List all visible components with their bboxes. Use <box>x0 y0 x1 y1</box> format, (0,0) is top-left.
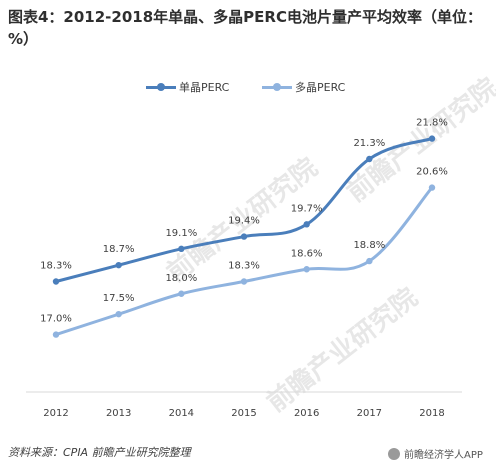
data-point <box>240 233 248 240</box>
x-tick-label: 2014 <box>169 408 194 419</box>
data-label: 18.0% <box>165 273 197 284</box>
data-point <box>178 290 185 297</box>
data-point <box>115 261 122 269</box>
data-point <box>115 310 122 318</box>
legend-item-mono: 单晶PERC <box>146 79 229 95</box>
data-label: 17.0% <box>40 314 72 325</box>
data-label: 18.8% <box>353 240 385 251</box>
brand-logo-icon <box>388 447 400 460</box>
data-point <box>52 331 60 338</box>
source-note: 资料来源：CPIA 前瞻产业研究院整理 <box>8 446 191 459</box>
legend-item-multi: 多晶PERC <box>262 79 345 95</box>
data-point <box>178 245 185 253</box>
data-point <box>303 221 310 228</box>
chart-title: 图表4：2012-2018年单晶、多晶PERC电池片量产平均效率（单位：%） <box>8 8 482 48</box>
data-label: 18.6% <box>291 248 323 259</box>
data-point <box>240 278 248 285</box>
data-point <box>366 155 373 163</box>
x-tick-label: 2015 <box>231 408 256 419</box>
data-label: 19.1% <box>165 228 197 239</box>
x-tick-label: 2017 <box>357 408 382 419</box>
brand-label: 前瞻经济学人APP <box>404 450 483 461</box>
data-label: 18.3% <box>40 261 72 272</box>
x-tick-label: 2016 <box>294 408 319 419</box>
legend-label-multi: 多晶PERC <box>295 81 346 94</box>
legend-label-mono: 单晶PERC <box>179 81 230 94</box>
x-tick-label: 2012 <box>43 408 68 419</box>
data-point <box>366 257 373 265</box>
legend-swatch-multi <box>262 82 292 92</box>
data-label: 19.4% <box>228 216 260 227</box>
data-point <box>303 266 310 273</box>
x-tick-label: 2013 <box>106 408 131 419</box>
data-label: 21.3% <box>353 138 385 149</box>
data-label: 19.7% <box>291 203 323 214</box>
data-point <box>428 135 436 142</box>
data-point <box>428 184 436 191</box>
data-label: 17.5% <box>103 293 135 304</box>
data-label: 21.8% <box>416 118 448 129</box>
data-label: 18.7% <box>103 244 135 255</box>
data-label: 20.6% <box>416 167 448 178</box>
legend-swatch-mono <box>146 82 176 92</box>
data-label: 18.3% <box>228 261 260 272</box>
x-tick-label: 2018 <box>419 408 444 419</box>
brand-badge: 前瞻经济学人APP <box>388 446 483 461</box>
data-point <box>52 278 60 285</box>
